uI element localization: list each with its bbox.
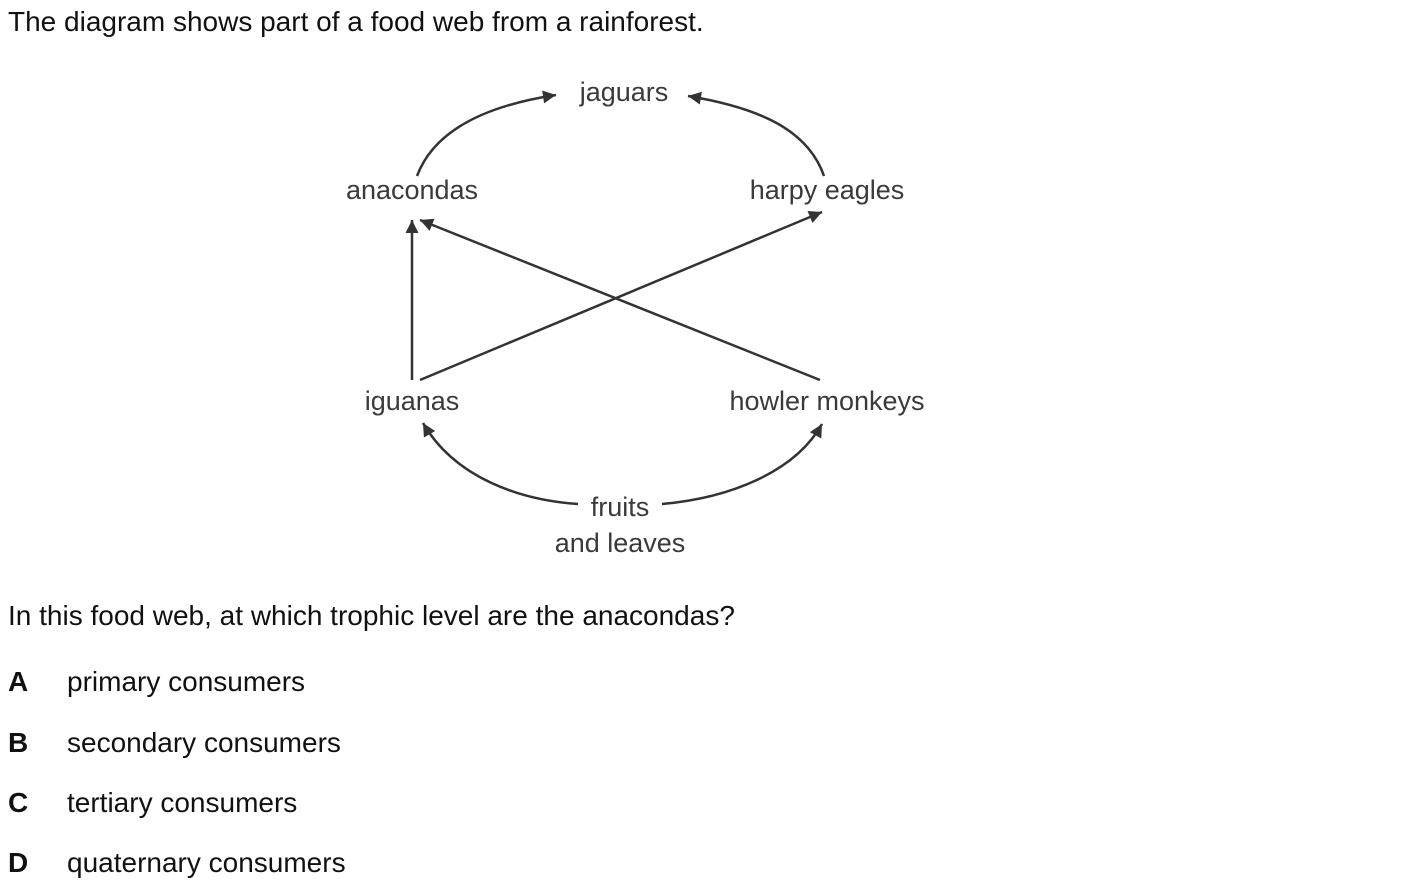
option-text: secondary consumers: [67, 727, 341, 758]
question-text: In this food web, at which trophic level…: [8, 600, 735, 631]
node-fruits-line2: and leaves: [555, 528, 686, 558]
arrow-harpy-eagles-to-jaguars: [687, 91, 826, 177]
option-text: tertiary consumers: [67, 787, 298, 818]
arrow-fruits-to-iguanas: [421, 422, 579, 506]
intro-text: The diagram shows part of a food web fro…: [8, 6, 704, 37]
option-letter: B: [8, 727, 29, 758]
arrow-howler-monkeys-to-anacondas: [419, 218, 821, 382]
node-fruits-line1: fruits: [591, 492, 650, 522]
arrow-fruits-to-howler-monkeys: [661, 423, 824, 506]
node-iguanas: iguanas: [365, 386, 460, 416]
node-anacondas: anacondas: [346, 175, 478, 205]
option-letter: A: [8, 666, 29, 697]
arrow-iguanas-to-harpy-eagles: [419, 210, 823, 382]
option-letter: D: [8, 847, 29, 878]
node-harpy-eagles: harpy eagles: [750, 175, 905, 205]
node-jaguars: jaguars: [579, 77, 669, 107]
node-howler-monkeys: howler monkeys: [729, 386, 924, 416]
option-text: primary consumers: [67, 666, 306, 697]
arrow-anacondas-to-jaguars: [415, 90, 557, 177]
option-text: quaternary consumers: [67, 847, 346, 878]
option-letter: C: [8, 787, 29, 818]
